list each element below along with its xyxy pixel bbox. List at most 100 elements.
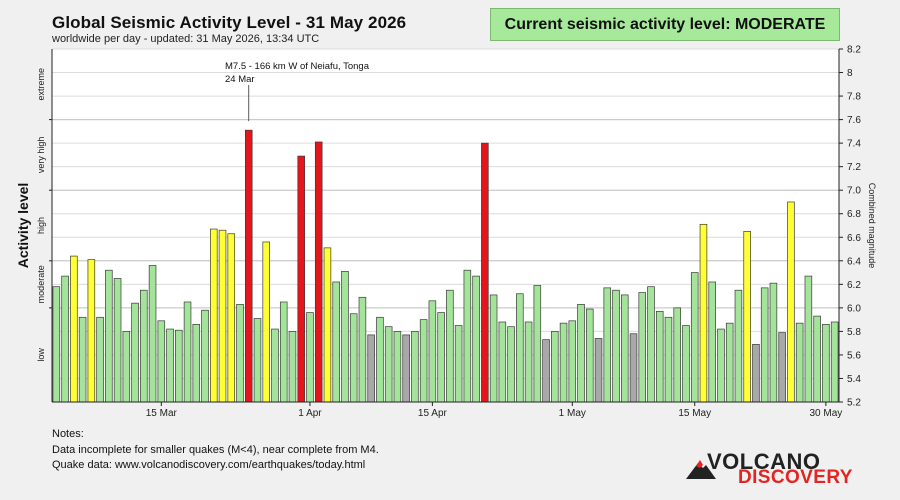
bar xyxy=(603,287,612,403)
y-tick-label: 5.6 xyxy=(847,350,861,361)
bar xyxy=(533,285,542,403)
bar xyxy=(271,328,279,403)
bar xyxy=(131,302,139,403)
bar xyxy=(323,247,332,403)
bar xyxy=(349,313,358,403)
bar xyxy=(489,294,498,403)
bar xyxy=(437,312,445,403)
bar xyxy=(341,271,349,403)
y-tick-label: 5.2 xyxy=(847,398,861,409)
bar xyxy=(96,316,104,403)
bar xyxy=(218,229,227,403)
notes-heading: Notes: xyxy=(52,428,84,440)
bar xyxy=(157,320,166,403)
bar xyxy=(367,334,375,403)
logo-text-volcano: VOLCANO xyxy=(707,449,821,474)
bar xyxy=(52,286,61,403)
bar xyxy=(411,331,419,403)
plot-area xyxy=(52,49,839,402)
bar xyxy=(201,309,209,403)
annotation-text: M7.5 - 166 km W of Neiafu, Tonga xyxy=(225,61,370,72)
x-tick-label: 30 May xyxy=(809,408,842,419)
bar xyxy=(804,275,813,403)
chart-subtitle: worldwide per day - updated: 31 May 2026… xyxy=(52,33,320,45)
bar xyxy=(358,296,367,403)
bar xyxy=(594,338,603,403)
y-tick-label: 8.2 xyxy=(847,45,861,56)
level-band-label: moderate xyxy=(36,265,46,303)
bar xyxy=(725,322,734,403)
bar xyxy=(481,142,489,403)
bar xyxy=(830,321,839,403)
bar xyxy=(769,282,778,403)
x-tick-label: 15 May xyxy=(678,408,711,419)
bar xyxy=(446,289,454,403)
x-tick-label: 1 May xyxy=(559,408,586,419)
bar xyxy=(183,301,192,403)
y-tick-label: 8 xyxy=(847,68,853,79)
bar xyxy=(612,289,620,403)
bar xyxy=(262,241,270,403)
bar xyxy=(717,328,725,403)
bar xyxy=(428,300,437,403)
bar xyxy=(454,325,463,403)
bar xyxy=(279,301,288,403)
y-tick-label: 6.2 xyxy=(847,280,861,291)
level-band-label: high xyxy=(36,217,46,234)
y-tick-label: 7.0 xyxy=(847,186,861,197)
bar xyxy=(314,141,323,403)
x-tick-label: 15 Mar xyxy=(146,408,178,419)
bar xyxy=(297,155,305,403)
bar xyxy=(551,331,559,403)
y-tick-label: 6.4 xyxy=(847,256,861,267)
bar xyxy=(507,326,515,403)
y-axis-title: Activity level xyxy=(15,183,31,269)
bar xyxy=(664,316,673,403)
bar xyxy=(332,281,340,403)
bar xyxy=(384,326,393,403)
bar xyxy=(78,316,87,403)
bar xyxy=(113,278,122,403)
bar xyxy=(463,269,472,403)
bar xyxy=(253,318,262,403)
annotation-date: 24 Mar xyxy=(225,74,255,85)
bar xyxy=(778,332,786,403)
bar xyxy=(419,319,428,403)
y-tick-label: 7.8 xyxy=(847,92,861,103)
bar xyxy=(559,322,568,403)
y-tick-label: 6.6 xyxy=(847,233,861,244)
bar xyxy=(813,315,821,403)
bar xyxy=(822,323,830,403)
logo-text-discovery: DISCOVERY xyxy=(738,467,853,488)
bar xyxy=(620,294,629,403)
current-level-badge: Current seismic activity level: MODERATE xyxy=(490,8,840,41)
bar xyxy=(402,334,410,403)
level-band-label: very high xyxy=(36,137,46,174)
bar xyxy=(629,333,638,403)
bar xyxy=(542,339,550,403)
bar xyxy=(708,281,716,403)
bar xyxy=(690,272,699,403)
bar xyxy=(122,331,131,403)
bar xyxy=(288,331,297,403)
bar xyxy=(175,329,183,403)
y-tick-label: 6.0 xyxy=(847,303,861,314)
volcano-icon xyxy=(686,460,716,479)
notes-line-1: Data incomplete for smaller quakes (M<4)… xyxy=(52,443,379,456)
y2-axis-title: Combined magnitude xyxy=(867,183,877,269)
y-tick-label: 7.6 xyxy=(847,115,861,126)
bar xyxy=(734,289,743,403)
bar xyxy=(376,316,384,403)
bar xyxy=(787,201,795,403)
bar xyxy=(673,307,681,403)
bar xyxy=(655,311,664,403)
volcano-discovery-logo[interactable]: VOLCANO DISCOVERY xyxy=(686,449,856,489)
y-tick-label: 7.4 xyxy=(847,139,861,150)
bar xyxy=(795,322,804,403)
bar xyxy=(192,323,201,403)
bar xyxy=(393,331,402,403)
bar xyxy=(166,328,174,403)
bar xyxy=(752,343,760,403)
bar xyxy=(472,275,480,403)
